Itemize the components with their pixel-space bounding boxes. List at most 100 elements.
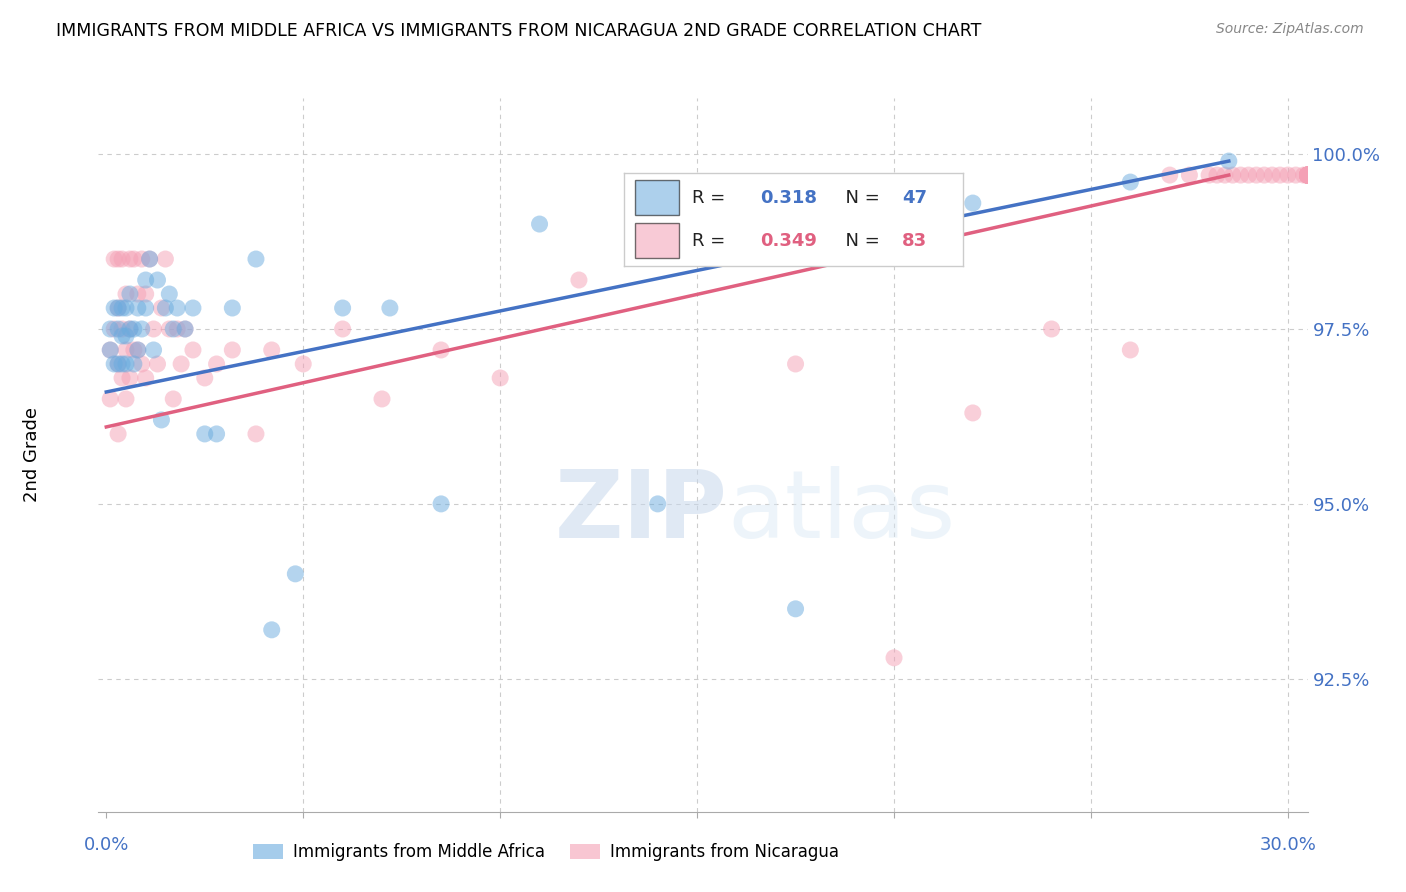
Text: IMMIGRANTS FROM MIDDLE AFRICA VS IMMIGRANTS FROM NICARAGUA 2ND GRADE CORRELATION: IMMIGRANTS FROM MIDDLE AFRICA VS IMMIGRA…	[56, 22, 981, 40]
Text: Source: ZipAtlas.com: Source: ZipAtlas.com	[1216, 22, 1364, 37]
Point	[162, 322, 184, 336]
Point	[1296, 168, 1319, 182]
Point	[430, 497, 453, 511]
Point	[1296, 168, 1319, 182]
Point	[568, 273, 591, 287]
Text: 0.0%: 0.0%	[83, 836, 129, 855]
Point	[118, 322, 141, 336]
Point	[1292, 168, 1315, 182]
Point	[135, 371, 157, 385]
Point	[1253, 168, 1275, 182]
Point	[260, 623, 283, 637]
Point	[371, 392, 394, 406]
Point	[1296, 168, 1319, 182]
Point	[1296, 168, 1319, 182]
Point	[1296, 168, 1319, 182]
Point	[98, 343, 121, 357]
Point	[103, 301, 125, 315]
Point	[489, 371, 512, 385]
Point	[122, 343, 145, 357]
Point	[1296, 168, 1319, 182]
Point	[155, 301, 177, 315]
Point	[115, 357, 138, 371]
Point	[135, 287, 157, 301]
Point	[529, 217, 551, 231]
Point	[150, 413, 173, 427]
Point	[150, 301, 173, 315]
Point	[962, 196, 984, 211]
Point	[1268, 168, 1291, 182]
Point	[174, 322, 197, 336]
Point	[131, 357, 153, 371]
Point	[430, 343, 453, 357]
Point	[122, 357, 145, 371]
Point	[111, 301, 134, 315]
Point	[103, 252, 125, 266]
Point	[127, 301, 149, 315]
Point	[647, 497, 669, 511]
Point	[1296, 168, 1319, 182]
Point	[245, 426, 267, 441]
Point	[107, 426, 129, 441]
Point	[131, 322, 153, 336]
Point	[131, 252, 153, 266]
Point	[115, 329, 138, 343]
Point	[378, 301, 401, 315]
Point	[111, 322, 134, 336]
Point	[1213, 168, 1236, 182]
Point	[1040, 322, 1063, 336]
Point	[1229, 168, 1251, 182]
Point	[111, 371, 134, 385]
Point	[115, 392, 138, 406]
Point	[155, 252, 177, 266]
Point	[111, 357, 134, 371]
Point	[205, 357, 228, 371]
Point	[174, 322, 197, 336]
Point	[138, 252, 160, 266]
Point	[1296, 168, 1319, 182]
Point	[1119, 175, 1142, 189]
Point	[1277, 168, 1299, 182]
Point	[332, 322, 354, 336]
Point	[98, 343, 121, 357]
Point	[962, 406, 984, 420]
Point	[1198, 168, 1220, 182]
Point	[260, 343, 283, 357]
Point	[107, 322, 129, 336]
Point	[1178, 168, 1201, 182]
Point	[142, 322, 165, 336]
Point	[107, 357, 129, 371]
Point	[127, 343, 149, 357]
Point	[1296, 168, 1319, 182]
Point	[170, 357, 193, 371]
Point	[157, 287, 180, 301]
Point	[162, 392, 184, 406]
Point	[181, 343, 204, 357]
Point	[332, 301, 354, 315]
Legend: Immigrants from Middle Africa, Immigrants from Nicaragua: Immigrants from Middle Africa, Immigrant…	[246, 837, 845, 868]
Point	[138, 252, 160, 266]
Point	[1119, 343, 1142, 357]
Point	[1296, 168, 1319, 182]
Point	[1285, 168, 1308, 182]
Point	[883, 650, 905, 665]
Point	[1222, 168, 1244, 182]
Point	[1159, 168, 1181, 182]
Point	[111, 252, 134, 266]
Point	[98, 392, 121, 406]
Point	[284, 566, 307, 581]
Point	[166, 301, 188, 315]
Point	[118, 322, 141, 336]
Point	[103, 322, 125, 336]
Text: 2nd Grade: 2nd Grade	[22, 408, 41, 502]
Point	[1296, 168, 1319, 182]
Point	[107, 301, 129, 315]
Point	[1296, 168, 1319, 182]
Point	[194, 426, 217, 441]
Point	[221, 343, 243, 357]
Point	[111, 329, 134, 343]
Point	[785, 357, 807, 371]
Point	[146, 357, 169, 371]
Point	[107, 357, 129, 371]
Point	[785, 602, 807, 616]
